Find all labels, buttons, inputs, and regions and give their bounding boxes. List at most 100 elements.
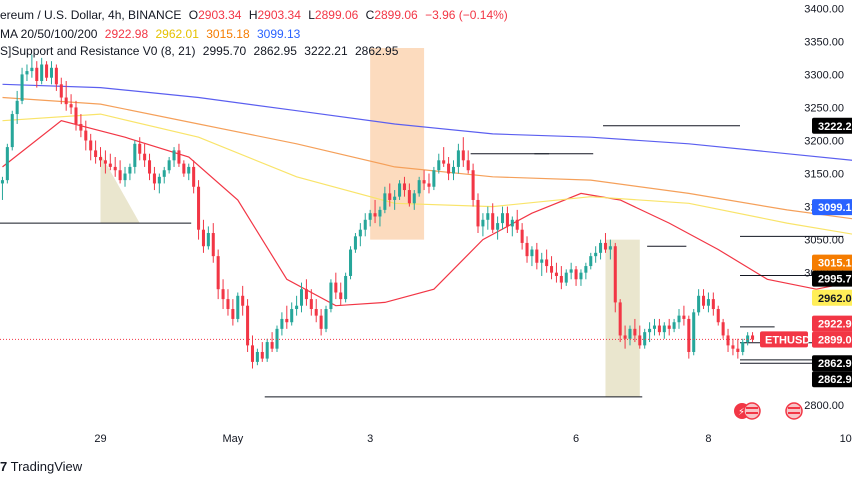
candle-body <box>40 64 44 82</box>
candle-body <box>206 233 210 247</box>
candle-body <box>334 282 338 293</box>
candle-body <box>358 229 362 237</box>
tradingview-logo[interactable]: 7 TradingView <box>0 459 82 474</box>
ma200-line <box>2 83 852 161</box>
candle-body <box>496 223 500 230</box>
candle-body <box>491 213 495 230</box>
time-axis[interactable]: 29May368101315 <box>94 433 852 445</box>
candle-body <box>535 249 539 263</box>
candle-body <box>182 163 186 174</box>
moving-averages-layer <box>2 83 852 307</box>
symbol-title[interactable]: ereum / U.S. Dollar, 4h, BINANCE <box>0 8 182 22</box>
x-tick-label: 3 <box>367 433 373 445</box>
candle-body <box>211 233 215 257</box>
price-label-box <box>812 315 852 332</box>
candle-body <box>20 74 24 101</box>
candle-body <box>407 190 411 204</box>
ohlc-value: 2899.06 <box>374 8 418 22</box>
candle-body <box>309 299 313 310</box>
candle-body <box>241 295 245 306</box>
ma20-line <box>2 120 852 307</box>
brand-name: TradingView <box>10 459 83 474</box>
candle-body <box>525 242 529 257</box>
candle-body <box>466 160 470 171</box>
candle-body <box>270 342 274 349</box>
candle-body <box>579 272 583 280</box>
us-flag-stripes-4 <box>788 412 800 414</box>
candle-body <box>603 242 607 250</box>
x-tick-label: 6 <box>573 433 579 445</box>
candle-body <box>295 305 299 310</box>
price-label-box <box>812 289 852 306</box>
us-flag-icon[interactable] <box>743 402 761 420</box>
price-labels-layer: 3222.21 3099.13 3015.18 2995.70 2962.01 2922.… <box>760 117 852 388</box>
candle-body <box>138 143 142 154</box>
candle-body <box>569 269 573 273</box>
price-label-text: 2922.98 <box>818 319 852 331</box>
candle-body <box>451 166 456 174</box>
us-flag-stripes-3 <box>788 407 800 409</box>
ma-title[interactable]: MA 20/50/100/200 <box>0 27 98 41</box>
candle-body <box>422 180 426 184</box>
candle-body <box>118 170 122 181</box>
candle-body <box>667 325 671 329</box>
candle-body <box>697 295 701 313</box>
candle-body <box>25 71 29 75</box>
candle-body <box>349 249 353 276</box>
price-label-text: 2995.70 <box>818 274 852 286</box>
candle-body <box>54 67 58 85</box>
y-tick-label: 3200.00 <box>804 135 844 147</box>
candle-body <box>687 318 691 352</box>
candle-body <box>388 193 392 200</box>
y-tick-label: 3300.00 <box>804 69 844 81</box>
candle-body <box>226 299 230 310</box>
candle-body <box>383 193 387 210</box>
candle-body <box>398 183 402 197</box>
sr-legend: S]Support and Resistance V0 (8, 21) 2995… <box>0 44 398 59</box>
us-flag-stripes-2 <box>746 412 758 414</box>
candle-body <box>677 315 681 323</box>
us-flag-icon[interactable] <box>785 402 803 420</box>
candle-body <box>177 150 181 164</box>
candle-body <box>652 325 657 329</box>
candle-body <box>30 67 34 72</box>
candle-body <box>554 272 558 276</box>
candle-body <box>5 147 9 181</box>
price-label-text: 3222.21 <box>818 121 852 133</box>
sr-title[interactable]: S]Support and Resistance V0 (8, 21) <box>0 44 196 58</box>
candle-body <box>500 213 505 224</box>
candle-body <box>148 160 152 174</box>
ohlc-open: O2903.34 <box>189 8 242 22</box>
candle-body <box>255 351 259 362</box>
flag-icons[interactable]: ⚡ <box>734 402 803 420</box>
candle-body <box>486 213 490 220</box>
candle-body <box>167 160 171 171</box>
symbol-tag-box[interactable] <box>760 331 808 348</box>
ma100-line <box>2 96 852 220</box>
candle-body <box>746 335 750 343</box>
candle-body <box>515 219 519 230</box>
candle-body <box>741 342 745 352</box>
candle-body <box>113 166 117 171</box>
candle-body <box>231 309 235 319</box>
price-label-box <box>812 254 852 271</box>
candle-body <box>417 180 421 194</box>
ohlc-label: C <box>365 8 375 22</box>
us-flag-stripes <box>746 407 758 409</box>
ma200-value: 3099.13 <box>256 27 301 41</box>
y-tick-label: 3150.00 <box>804 169 844 181</box>
candle-body <box>103 160 107 164</box>
ma-legend: MA 20/50/100/200 2922.98 2962.01 3015.18… <box>0 27 300 42</box>
x-tick-label: 8 <box>705 433 711 445</box>
candle-body <box>108 163 112 167</box>
sr-value: 3222.21 <box>304 44 348 58</box>
candle-body <box>128 166 132 174</box>
candle-body <box>221 289 225 300</box>
candle-body <box>123 173 127 181</box>
candle-body <box>275 328 279 349</box>
candle-body <box>378 209 382 217</box>
candle-body <box>613 246 617 303</box>
candle-body <box>236 295 240 319</box>
support-zone <box>100 153 140 224</box>
